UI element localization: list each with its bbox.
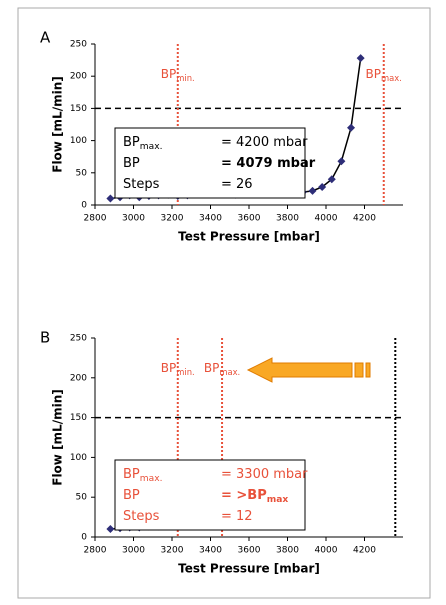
y-tick-label: 100 (70, 453, 87, 463)
info-value-main: = 4079 mbar (221, 156, 316, 171)
info-value-main: = 26 (221, 177, 253, 192)
info-value: = >BPmax (221, 488, 288, 505)
marker-label: BPmin. (161, 67, 195, 83)
data-point (327, 175, 336, 184)
marker-label: BPmax. (204, 361, 240, 377)
y-tick-label: 50 (76, 493, 88, 503)
data-point (106, 525, 115, 534)
x-tick-label: 4200 (353, 214, 376, 224)
x-tick-label: 3000 (122, 214, 145, 224)
x-tick-label: 3800 (276, 546, 299, 556)
info-label-main: Steps (123, 177, 160, 192)
y-axis-label: Flow [mL/min] (51, 389, 65, 485)
info-value: = 26 (221, 177, 253, 192)
y-tick-label: 250 (70, 334, 87, 344)
x-tick-label: 3200 (161, 546, 184, 556)
panel-label: B (40, 329, 50, 347)
x-tick-label: 2800 (84, 214, 107, 224)
marker-label-main: BP (366, 67, 381, 81)
marker-label-sub: max. (381, 73, 402, 83)
info-label-main: BP (123, 135, 140, 150)
info-label: BP (123, 156, 140, 171)
info-value-main: = >BP (221, 488, 267, 503)
info-value-main: = 3300 mbar (221, 467, 308, 482)
x-tick-label: 4000 (315, 546, 338, 556)
info-value: = 12 (221, 509, 253, 524)
data-point (356, 54, 365, 63)
info-value: = 3300 mbar (221, 467, 308, 482)
marker-label-main: BP (161, 361, 176, 375)
y-tick-label: 100 (70, 136, 87, 146)
x-axis-label: Test Pressure [mbar] (178, 562, 320, 576)
y-tick-label: 150 (70, 413, 87, 423)
data-point (106, 194, 115, 203)
x-tick-label: 3000 (122, 546, 145, 556)
y-tick-label: 50 (76, 168, 88, 178)
marker-label: BPmax. (366, 67, 402, 83)
data-point (347, 123, 356, 132)
info-value: = 4200 mbar (221, 135, 308, 150)
info-label: BPmax. (123, 135, 162, 152)
x-tick-label: 2800 (84, 546, 107, 556)
marker-label-sub: min. (176, 367, 194, 377)
info-label: BPmax. (123, 467, 162, 484)
info-label: Steps (123, 177, 160, 192)
data-point (308, 186, 317, 195)
data-point (337, 157, 346, 166)
info-value-main: = 4200 mbar (221, 135, 308, 150)
info-label-main: Steps (123, 509, 160, 524)
marker-label-main: BP (161, 67, 176, 81)
y-tick-label: 150 (70, 104, 87, 114)
marker-label-main: BP (204, 361, 219, 375)
x-tick-label: 4200 (353, 546, 376, 556)
info-label: BP (123, 488, 140, 503)
y-tick-label: 200 (70, 373, 87, 383)
x-tick-label: 3400 (199, 214, 222, 224)
y-tick-label: 200 (70, 72, 87, 82)
panel-label: A (40, 29, 51, 47)
x-tick-label: 3400 (199, 546, 222, 556)
marker-label: BPmin. (161, 361, 195, 377)
x-tick-label: 3200 (161, 214, 184, 224)
info-label-sub: max. (140, 142, 163, 152)
marker-label-sub: max. (219, 367, 240, 377)
data-point (318, 182, 327, 191)
info-box (114, 459, 306, 531)
info-box (114, 127, 306, 199)
frame (17, 7, 431, 599)
info-value: = 4079 mbar (221, 156, 316, 171)
info-label-sub: max. (140, 474, 163, 484)
info-value-main: = 12 (221, 509, 253, 524)
x-tick-label: 3600 (238, 546, 261, 556)
y-tick-label: 250 (70, 40, 87, 50)
y-tick-label: 0 (81, 533, 87, 543)
x-tick-label: 3600 (238, 214, 261, 224)
info-label-main: BP (123, 467, 140, 482)
info-label-main: BP (123, 156, 140, 171)
y-axis-label: Flow [mL/min] (51, 76, 65, 172)
info-label-main: BP (123, 488, 140, 503)
x-tick-label: 3800 (276, 214, 299, 224)
info-value-sub: max (267, 495, 289, 505)
x-axis-label: Test Pressure [mbar] (178, 230, 320, 244)
arrow (246, 357, 371, 383)
marker-label-sub: min. (176, 73, 194, 83)
x-tick-label: 4000 (315, 214, 338, 224)
y-tick-label: 0 (81, 201, 87, 211)
info-label: Steps (123, 509, 160, 524)
